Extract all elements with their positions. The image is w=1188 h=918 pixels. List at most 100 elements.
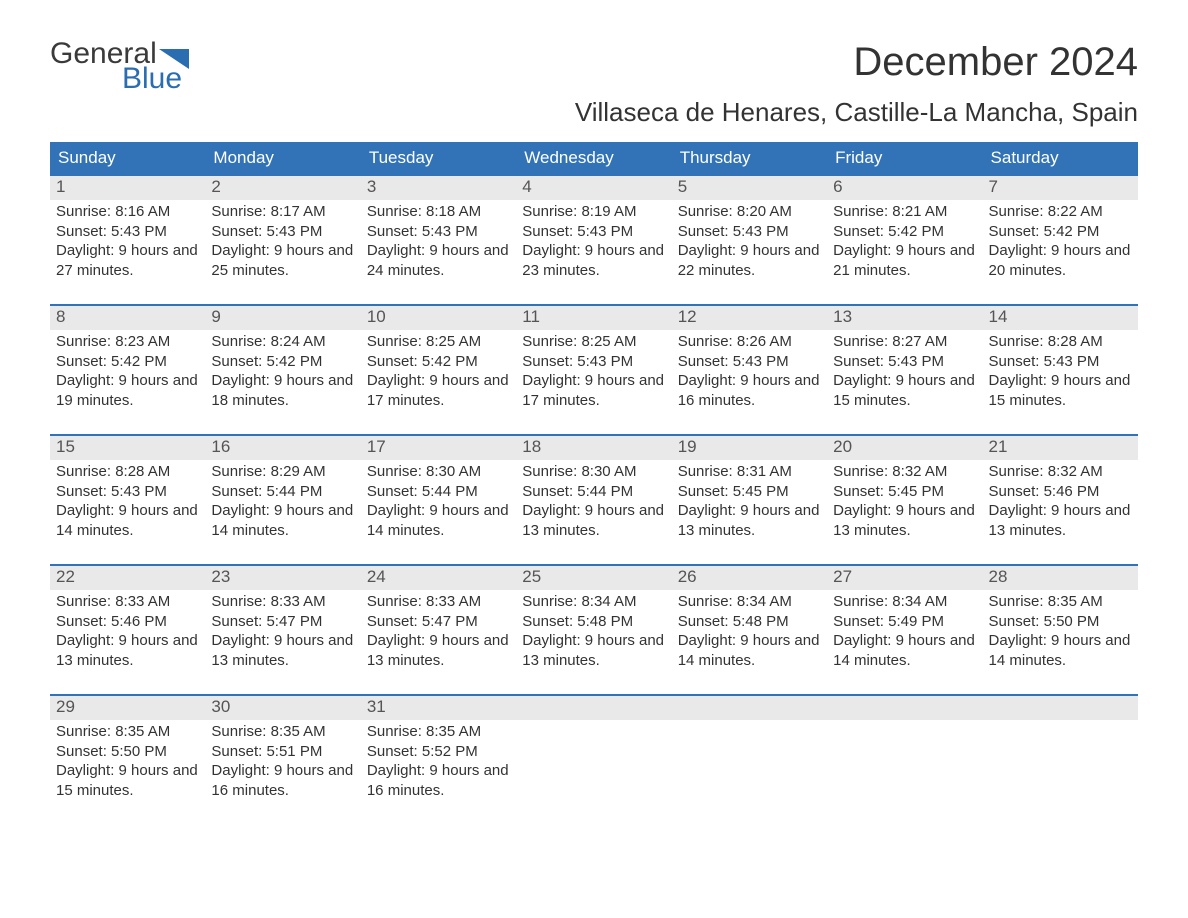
daylight-text: Daylight: 9 hours and 13 minutes. [56,631,199,670]
calendar-week-row: 29Sunrise: 8:35 AMSunset: 5:50 PMDayligh… [50,694,1138,806]
daylight-text: Daylight: 9 hours and 13 minutes. [211,631,354,670]
daylight-text: Daylight: 9 hours and 17 minutes. [522,371,665,410]
daylight-text: Daylight: 9 hours and 16 minutes. [678,371,821,410]
sunset-text: Sunset: 5:42 PM [56,352,199,372]
daylight-text: Daylight: 9 hours and 13 minutes. [833,501,976,540]
sunrise-text: Sunrise: 8:32 AM [989,462,1132,482]
day-number: 21 [983,436,1138,460]
sunset-text: Sunset: 5:48 PM [678,612,821,632]
sunset-text: Sunset: 5:47 PM [211,612,354,632]
page-title: December 2024 [853,40,1138,85]
sunset-text: Sunset: 5:42 PM [367,352,510,372]
day-body: Sunrise: 8:35 AMSunset: 5:50 PMDaylight:… [983,590,1138,676]
day-number: 19 [672,436,827,460]
calendar-week-row: 1Sunrise: 8:16 AM Sunset: 5:43 PM Daylight… [50,174,1138,286]
day-number [827,696,982,720]
calendar-day-cell: 9Sunrise: 8:24 AMSunset: 5:42 PMDaylight… [205,306,360,416]
sunset-text: Sunset: 5:42 PM [989,222,1132,242]
sunrise-text: Sunrise: 8:16 AM [56,202,199,222]
sunrise-text: Sunrise: 8:30 AM [522,462,665,482]
sunrise-text: Sunrise: 8:19 AM [522,202,665,222]
daylight-text: Daylight: 9 hours and 15 minutes. [989,371,1132,410]
day-number: 14 [983,306,1138,330]
calendar-day-cell: 21Sunrise: 8:32 AMSunset: 5:46 PMDayligh… [983,436,1138,546]
daylight-text: Daylight: 9 hours and 13 minutes. [989,501,1132,540]
sunrise-text: Sunrise: 8:26 AM [678,332,821,352]
daylight-text: Daylight: 9 hours and 15 minutes. [56,761,199,800]
day-body: Sunrise: 8:21 AMSunset: 5:42 PMDaylight:… [827,200,982,286]
day-body: Sunrise: 8:20 AMSunset: 5:43 PMDaylight:… [672,200,827,286]
sunset-text: Sunset: 5:45 PM [678,482,821,502]
weekday-header-cell: Tuesday [361,142,516,174]
sunrise-text: Sunrise: 8:32 AM [833,462,976,482]
day-body [516,720,671,728]
calendar-day-cell: 20Sunrise: 8:32 AMSunset: 5:45 PMDayligh… [827,436,982,546]
weekday-header-row: SundayMondayTuesdayWednesdayThursdayFrid… [50,142,1138,174]
day-number [516,696,671,720]
calendar-day-cell: 27Sunrise: 8:34 AMSunset: 5:49 PMDayligh… [827,566,982,676]
calendar-day-cell: 12Sunrise: 8:26 AMSunset: 5:43 PMDayligh… [672,306,827,416]
daylight-text: Daylight: 9 hours and 17 minutes. [367,371,510,410]
day-body [983,720,1138,728]
day-number: 2 [205,176,360,200]
sunset-text: Sunset: 5:44 PM [211,482,354,502]
sunset-text: Sunset: 5:43 PM [522,222,665,242]
calendar-week-row: 8Sunrise: 8:23 AMSunset: 5:42 PMDaylight… [50,304,1138,416]
day-number: 1 [50,176,205,200]
logo: General Blue [50,40,189,93]
day-body: Sunrise: 8:30 AMSunset: 5:44 PMDaylight:… [516,460,671,546]
calendar-day-cell: 7Sunrise: 8:22 AMSunset: 5:42 PMDaylight… [983,176,1138,286]
sunrise-text: Sunrise: 8:29 AM [211,462,354,482]
sunset-text: Sunset: 5:50 PM [989,612,1132,632]
daylight-text: Daylight: 9 hours and 16 minutes. [367,761,510,800]
sunrise-text: Sunrise: 8:33 AM [211,592,354,612]
day-body [672,720,827,728]
day-body: Sunrise: 8:31 AMSunset: 5:45 PMDaylight:… [672,460,827,546]
daylight-text: Daylight: 9 hours and 14 minutes. [989,631,1132,670]
weekday-header-cell: Friday [827,142,982,174]
calendar-day-cell [672,696,827,806]
day-body: Sunrise: 8:33 AMSunset: 5:47 PMDaylight:… [361,590,516,676]
sunset-text: Sunset: 5:47 PM [367,612,510,632]
sunset-text: Sunset: 5:43 PM [989,352,1132,372]
logo-text-blue: Blue [50,65,189,94]
day-number: 23 [205,566,360,590]
daylight-text: Daylight: 9 hours and 20 minutes. [989,241,1132,280]
sunset-text: Sunset: 5:45 PM [833,482,976,502]
sunrise-text: Sunrise: 8:28 AM [56,462,199,482]
day-number: 17 [361,436,516,460]
day-number: 5 [672,176,827,200]
sunset-text: Sunset: 5:49 PM [833,612,976,632]
day-body: Sunrise: 8:22 AMSunset: 5:42 PMDaylight:… [983,200,1138,286]
sunrise-text: Sunrise: 8:34 AM [678,592,821,612]
day-number: 26 [672,566,827,590]
sunrise-text: Sunrise: 8:30 AM [367,462,510,482]
sunrise-text: Sunrise: 8:24 AM [211,332,354,352]
location-subtitle: Villaseca de Henares, Castille-La Mancha… [50,97,1138,128]
calendar-day-cell [827,696,982,806]
day-body: Sunrise: 8:29 AMSunset: 5:44 PMDaylight:… [205,460,360,546]
calendar-day-cell: 19Sunrise: 8:31 AMSunset: 5:45 PMDayligh… [672,436,827,546]
daylight-text: Daylight: 9 hours and 24 minutes. [367,241,510,280]
sunset-text: Sunset: 5:48 PM [522,612,665,632]
sunrise-text: Sunrise: 8:25 AM [367,332,510,352]
day-number: 11 [516,306,671,330]
day-number: 28 [983,566,1138,590]
day-body: Sunrise: 8:25 AMSunset: 5:43 PMDaylight:… [516,330,671,416]
day-body: Sunrise: 8:25 AMSunset: 5:42 PMDaylight:… [361,330,516,416]
daylight-text: Daylight: 9 hours and 14 minutes. [833,631,976,670]
weekday-header-cell: Monday [205,142,360,174]
day-number [672,696,827,720]
sunrise-text: Sunrise: 8:25 AM [522,332,665,352]
daylight-text: Daylight: 9 hours and 22 minutes. [678,241,821,280]
day-body: Sunrise: 8:35 AMSunset: 5:52 PMDaylight:… [361,720,516,806]
daylight-text: Daylight: 9 hours and 13 minutes. [522,631,665,670]
day-body: Sunrise: 8:34 AMSunset: 5:49 PMDaylight:… [827,590,982,676]
sunrise-text: Sunrise: 8:27 AM [833,332,976,352]
day-body: Sunrise: 8:30 AMSunset: 5:44 PMDaylight:… [361,460,516,546]
calendar-day-cell: 1Sunrise: 8:16 AMSunset: 5:43 PMDaylight… [50,176,205,286]
day-number: 10 [361,306,516,330]
day-number: 25 [516,566,671,590]
sunset-text: Sunset: 5:46 PM [989,482,1132,502]
day-body: Sunrise: 8:33 AMSunset: 5:47 PMDaylight:… [205,590,360,676]
